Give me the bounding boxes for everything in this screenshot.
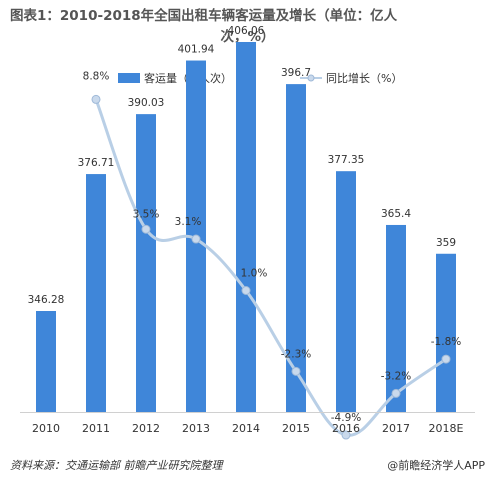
- growth-label-2013: 3.1%: [175, 216, 202, 228]
- growth-label-2017: -3.2%: [381, 370, 411, 382]
- bar-label-2011: 376.71: [78, 157, 115, 169]
- bar-label-2010: 346.28: [28, 294, 65, 306]
- chart-title: 图表1：2010-2018年全国出租车辆客运量及增长（单位：亿人 次，%）: [10, 6, 485, 48]
- chart-title-line2: 次，%）: [220, 29, 275, 45]
- growth-point-2016: [341, 430, 351, 440]
- bar-value-labels: 346.28 376.71 390.03 401.94 406.06 396.7 377.3…: [28, 25, 456, 306]
- x-tick-2013: 2013: [182, 422, 210, 435]
- growth-point-2012: [141, 224, 151, 234]
- legend-line-label: 同比增长（%）: [326, 71, 402, 85]
- chart-title-line1: 图表1：2010-2018年全国出租车辆客运量及增长（单位：亿人: [10, 8, 398, 24]
- growth-point-2014: [241, 286, 251, 295]
- growth-label-2016: -4.9%: [331, 412, 361, 424]
- growth-label-2018E: -1.8%: [431, 336, 461, 348]
- bar-2018E: [436, 253, 456, 412]
- legend-line-marker: [307, 74, 315, 82]
- growth-label-2014: 1.0%: [241, 268, 268, 280]
- growth-line-series: [91, 94, 451, 440]
- growth-point-2015: [291, 366, 301, 376]
- growth-point-2011: [91, 94, 101, 104]
- source-note: 资料来源：交通运输部 前瞻产业研究院整理: [10, 459, 223, 472]
- brand-credit: @前瞻经济学人APP: [387, 459, 485, 472]
- bar-label-2014: 406.06: [228, 25, 265, 37]
- bar-label-2012: 390.03: [128, 97, 165, 109]
- growth-value-labels: 8.8% 3.5% 3.1% 1.0% -2.3% -4.9% -3.2% -1.8%: [83, 70, 462, 424]
- growth-label-2015: -2.3%: [281, 348, 311, 360]
- bar-label-2013: 401.94: [178, 44, 215, 56]
- x-tick-2011: 2011: [82, 422, 110, 435]
- bar-2010: [36, 311, 56, 412]
- bar-label-2015: 396.7: [281, 67, 311, 79]
- growth-label-2011: 8.8%: [83, 70, 110, 82]
- legend-bar-swatch: [118, 73, 140, 83]
- bar-2011: [86, 174, 106, 412]
- bar-2012: [136, 114, 156, 412]
- x-tick-2012: 2012: [132, 422, 160, 435]
- growth-point-2017: [391, 388, 401, 398]
- x-tick-2015: 2015: [282, 422, 310, 435]
- x-axis: 2010 2011 2012 2013 2014 2015 2016 2017 2018E: [20, 412, 475, 435]
- legend: 客运量（亿人次）同比增长（%）: [118, 71, 402, 85]
- bar-label-2017: 365.4: [381, 208, 411, 220]
- bar-2014: [236, 41, 256, 413]
- bar-2016: [336, 171, 356, 412]
- growth-point-2018E: [441, 354, 451, 364]
- bar-2017: [386, 224, 406, 412]
- growth-label-2012: 3.5%: [133, 208, 160, 220]
- x-tick-2014: 2014: [232, 422, 260, 435]
- bar-series: [36, 41, 456, 413]
- x-tick-2010: 2010: [32, 422, 60, 435]
- x-tick-2016: 2016: [332, 422, 360, 435]
- bar-label-2018E: 359: [436, 237, 456, 249]
- x-tick-2018E: 2018E: [429, 422, 464, 435]
- x-tick-2017: 2017: [382, 422, 410, 435]
- growth-point-2013: [191, 234, 201, 244]
- bar-label-2016: 377.35: [328, 154, 365, 166]
- bar-2015: [286, 84, 306, 413]
